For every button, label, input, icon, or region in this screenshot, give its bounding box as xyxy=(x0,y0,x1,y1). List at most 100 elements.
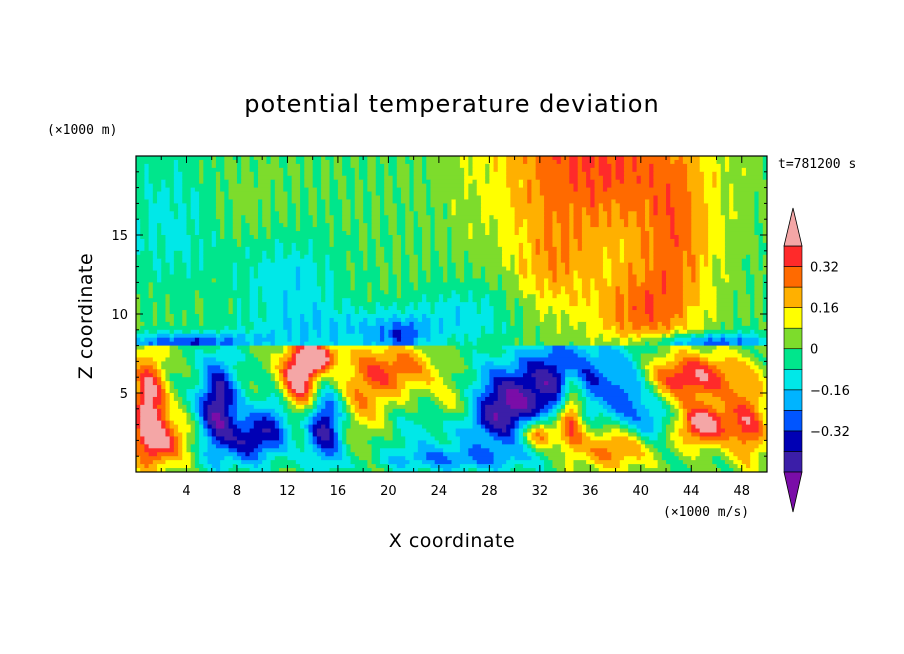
heatmap-cell xyxy=(426,274,432,280)
heatmap-cell xyxy=(527,274,537,280)
heatmap-cell xyxy=(632,353,642,359)
heatmap-cell xyxy=(173,436,179,441)
heatmap-cell xyxy=(649,231,655,236)
heatmap-cell xyxy=(283,420,289,426)
heatmap-cell xyxy=(527,361,545,366)
heatmap-cell xyxy=(169,262,175,268)
heatmap-cell xyxy=(354,179,364,185)
heatmap-cell xyxy=(628,424,638,430)
heatmap-cell xyxy=(232,341,251,347)
heatmap-cell xyxy=(762,258,767,264)
heatmap-cell xyxy=(136,365,141,370)
heatmap-cell xyxy=(388,274,398,280)
heatmap-cell xyxy=(691,219,709,224)
heatmap-cell xyxy=(312,428,318,434)
heatmap-cell xyxy=(535,329,541,335)
heatmap-cell xyxy=(375,246,385,252)
heatmap-cell xyxy=(472,231,486,236)
heatmap-cell xyxy=(657,195,667,201)
heatmap-cell xyxy=(161,227,188,232)
heatmap-cell xyxy=(152,314,158,319)
heatmap-cell xyxy=(447,262,457,268)
heatmap-cell xyxy=(733,408,751,414)
heatmap-cell xyxy=(451,440,461,445)
heatmap-cell xyxy=(207,460,221,465)
heatmap-cell xyxy=(375,262,389,268)
heatmap-cell xyxy=(661,416,671,422)
heatmap-cell xyxy=(413,175,423,181)
heatmap-cell xyxy=(136,290,150,295)
heatmap-cell xyxy=(598,345,612,351)
heatmap-cell xyxy=(468,448,490,453)
heatmap-cell xyxy=(670,183,688,189)
heatmap-cell xyxy=(745,171,764,177)
heatmap-cell xyxy=(438,250,448,256)
heatmap-cell xyxy=(417,254,423,260)
heatmap-cell xyxy=(316,440,335,445)
heatmap-cell xyxy=(758,203,767,208)
heatmap-cell xyxy=(623,314,629,319)
heatmap-cell xyxy=(333,282,352,287)
heatmap-cell xyxy=(493,385,499,390)
heatmap-cell xyxy=(308,373,314,378)
heatmap-cell xyxy=(468,298,474,303)
heatmap-cell xyxy=(636,456,642,461)
heatmap-cell xyxy=(165,294,171,299)
heatmap-cell xyxy=(674,215,692,220)
heatmap-cell xyxy=(544,341,570,347)
heatmap-cell xyxy=(666,381,722,386)
colorbar-tick-label: 0 xyxy=(810,343,818,358)
heatmap-cell xyxy=(325,294,335,299)
heatmap-cell xyxy=(367,321,377,327)
heatmap-cell xyxy=(236,242,242,248)
heatmap-cell xyxy=(409,163,415,169)
heatmap-cell xyxy=(720,203,730,208)
heatmap-cell xyxy=(165,179,175,185)
heatmap-cell xyxy=(544,211,554,216)
heatmap-cell xyxy=(691,408,709,414)
heatmap-cell xyxy=(241,227,251,232)
heatmap-cell xyxy=(354,199,364,204)
heatmap-cell xyxy=(173,175,183,181)
heatmap-cell xyxy=(476,404,482,410)
heatmap-cell xyxy=(396,175,411,181)
heatmap-cell xyxy=(358,223,368,228)
heatmap-cell xyxy=(388,464,398,469)
heatmap-cell xyxy=(632,400,642,406)
heatmap-cell xyxy=(396,314,411,319)
heatmap-cell xyxy=(623,353,633,359)
heatmap-cell xyxy=(186,310,196,315)
heatmap-cell xyxy=(506,171,537,177)
heatmap-cell xyxy=(451,460,478,465)
heatmap-cell xyxy=(379,282,389,287)
heatmap-cell xyxy=(472,298,482,303)
heatmap-cell xyxy=(678,428,688,434)
heatmap-cell xyxy=(136,440,141,445)
heatmap-cell xyxy=(144,393,158,398)
heatmap-cell xyxy=(358,163,368,169)
heatmap-cell xyxy=(493,381,503,386)
heatmap-cell xyxy=(514,223,524,228)
heatmap-cell xyxy=(396,464,406,469)
heatmap-cell xyxy=(144,444,150,449)
heatmap-cell xyxy=(590,187,596,193)
heatmap-cell xyxy=(682,325,688,331)
heatmap-cell xyxy=(724,258,743,264)
heatmap-cell xyxy=(249,282,297,287)
heatmap-cell xyxy=(623,223,629,228)
heatmap-cell xyxy=(657,341,671,347)
heatmap-cell xyxy=(762,171,767,177)
heatmap-cell xyxy=(173,393,179,398)
heatmap-cell xyxy=(215,396,225,402)
heatmap-cell xyxy=(653,250,684,256)
heatmap-cell xyxy=(405,456,415,461)
heatmap-cell xyxy=(560,416,566,422)
heatmap-cell xyxy=(173,266,188,272)
heatmap-cell xyxy=(329,468,373,472)
heatmap-cell xyxy=(295,242,310,248)
heatmap-cell xyxy=(199,191,217,197)
heatmap-cell xyxy=(577,171,587,177)
heatmap-cell xyxy=(422,231,432,236)
heatmap-cell xyxy=(636,408,650,414)
heatmap-cell xyxy=(590,436,612,441)
